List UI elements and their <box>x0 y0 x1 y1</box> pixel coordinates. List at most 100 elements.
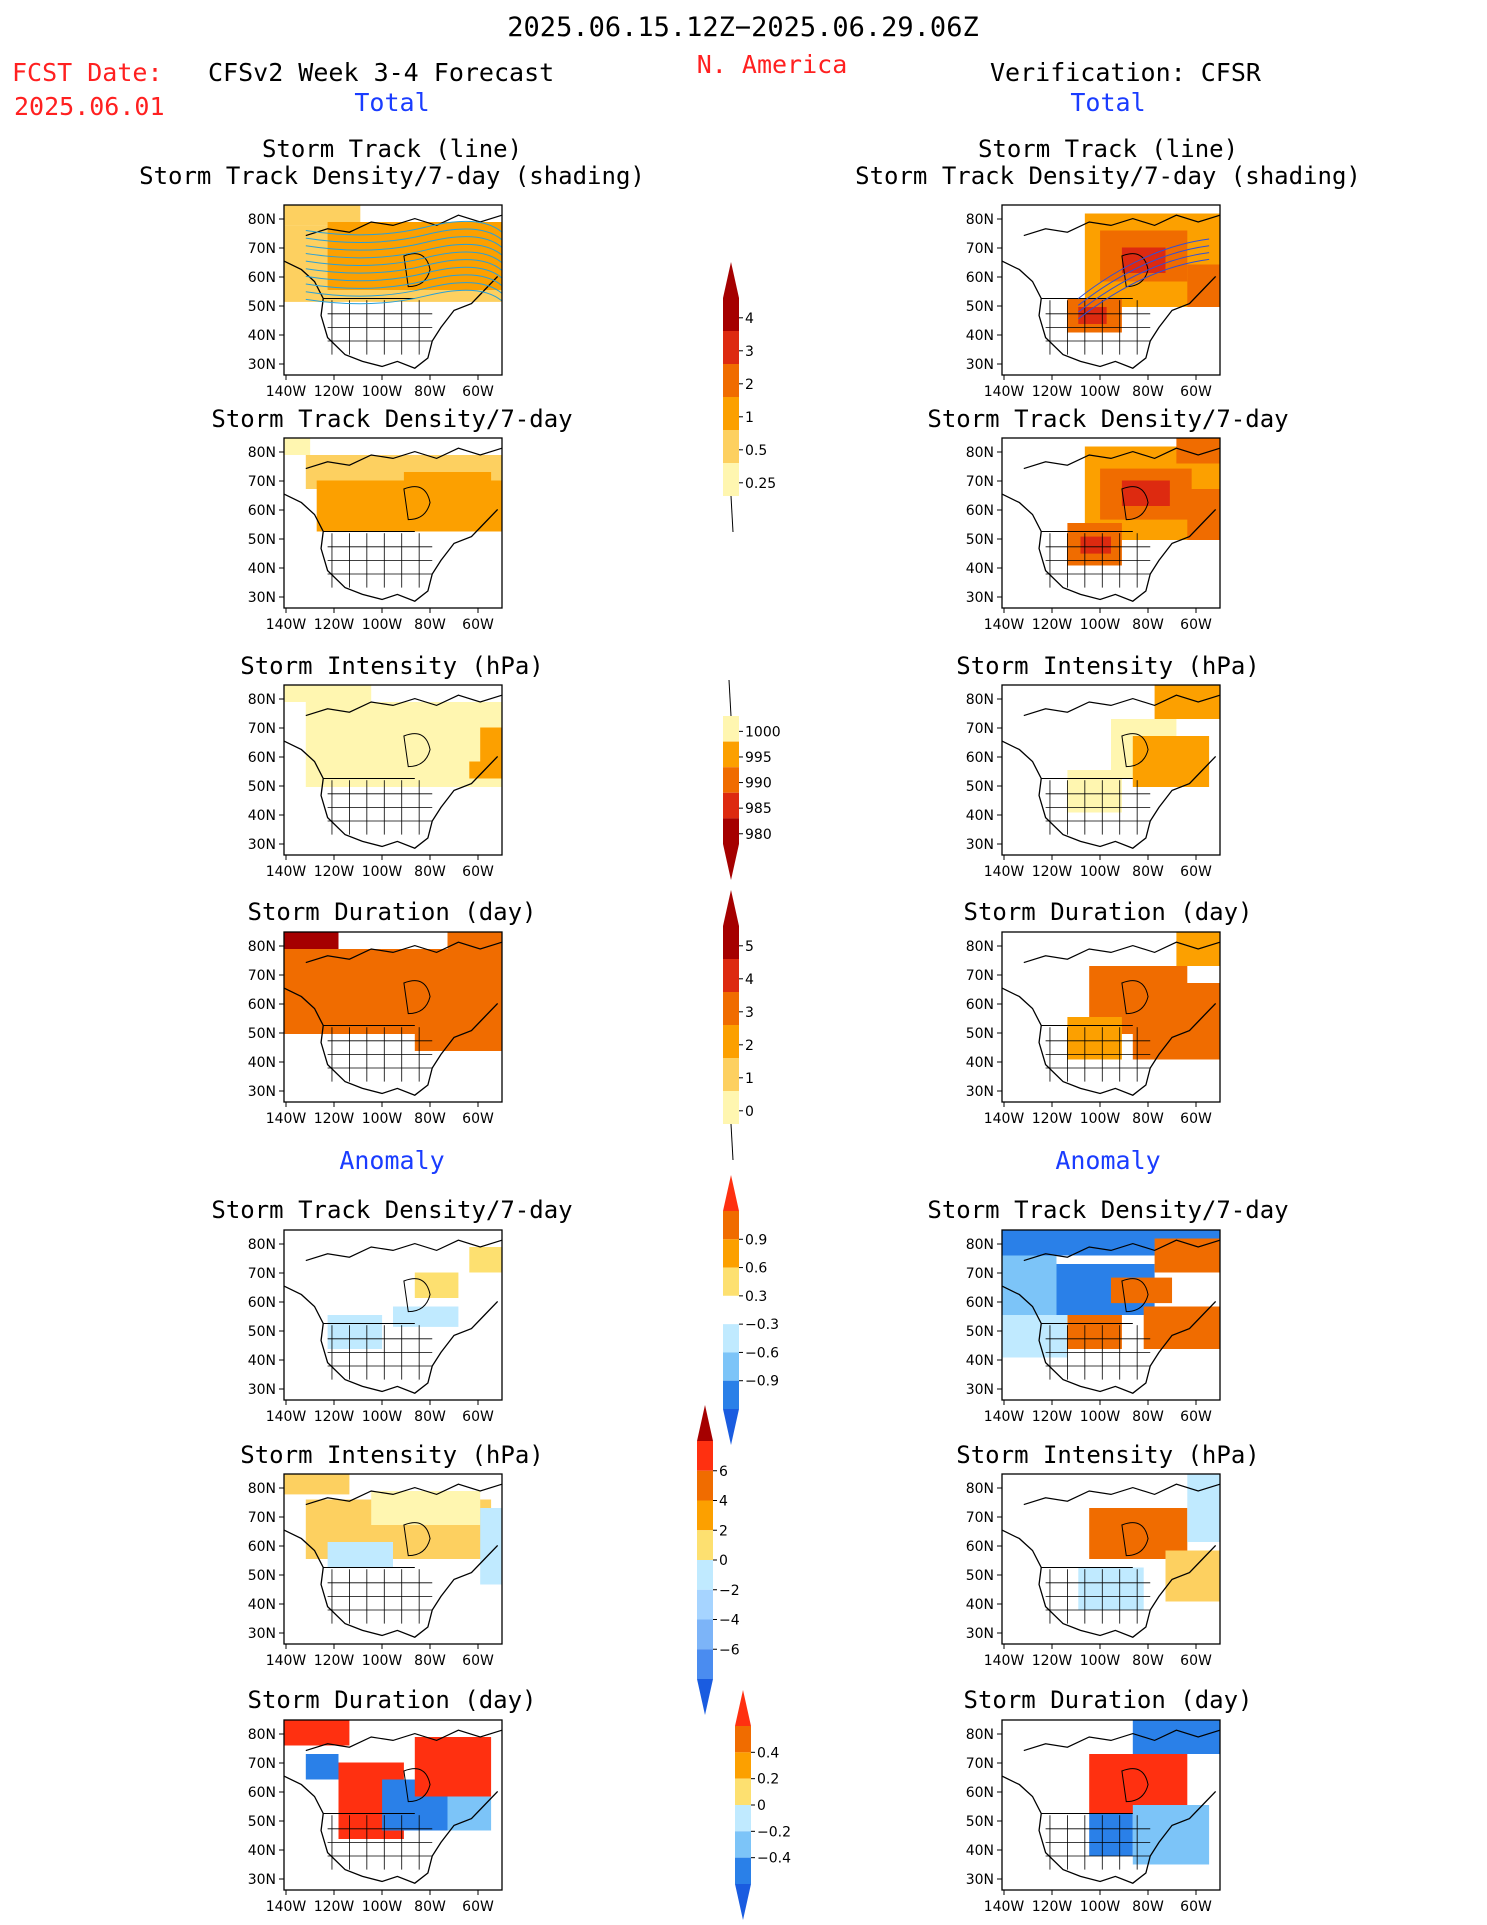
shade-cell <box>327 1315 383 1349</box>
lon-tick-label: 140W <box>984 384 1025 400</box>
panel-title: Storm Track Density/7-day <box>211 405 572 433</box>
lon-tick-label: 80W <box>414 1899 446 1915</box>
hudson-bay <box>403 980 431 1015</box>
colorbar-segment <box>723 364 739 397</box>
lon-tick-label: 140W <box>984 1653 1025 1669</box>
shade-cell <box>414 1737 492 1797</box>
map-panel-l5: 80N 70N 60N 50N 40N 30N 140W 120W 100W 80W 60W <box>248 1473 503 1669</box>
lon-tick-label: 100W <box>1080 1653 1121 1669</box>
lon-tick-label: 120W <box>314 1111 355 1127</box>
lon-tick-label: 60W <box>462 1653 494 1669</box>
lon-tick-label: 120W <box>314 384 355 400</box>
lat-tick-label: 70N <box>248 241 276 257</box>
colorbar-segment <box>723 959 739 992</box>
lat-tick-label: 30N <box>966 357 994 373</box>
lon-tick-label: 100W <box>362 384 403 400</box>
storm-track-line <box>305 289 503 305</box>
section-anomaly-left: Anomaly <box>339 1146 445 1175</box>
date-range-title: 2025.06.15.12Z−2025.06.29.06Z <box>507 12 979 43</box>
storm-track-line <box>305 228 503 244</box>
shade-cell <box>1132 736 1210 787</box>
map-frame <box>283 204 503 376</box>
lat-tick-label: 60N <box>248 1295 276 1311</box>
lon-tick-label: 80W <box>414 384 446 400</box>
panel-title: Storm Intensity (hPa) <box>956 652 1259 680</box>
lat-tick-label: 80N <box>966 1237 994 1253</box>
lon-tick-label: 120W <box>1032 1409 1073 1425</box>
lon-tick-label: 100W <box>362 617 403 633</box>
colorbar-arrow-top <box>723 890 739 926</box>
map-frame <box>283 1719 503 1891</box>
colorbar-segment <box>697 1589 713 1620</box>
map-panel-l1: 80N 70N 60N 50N 40N 30N 140W 120W 100W 80W 60W <box>248 437 503 633</box>
colorbar-segment <box>697 1441 713 1471</box>
lon-tick-label: 140W <box>266 864 307 880</box>
lon-tick-label: 80W <box>414 864 446 880</box>
colorbar-segment <box>723 1295 739 1325</box>
colorbar-label: 980 <box>745 827 772 843</box>
lat-tick-label: 40N <box>966 328 994 344</box>
hudson-bay <box>1121 1522 1149 1557</box>
colorbar-label: 2 <box>745 1038 754 1054</box>
colorbar-segment <box>723 1058 739 1091</box>
lon-tick-label: 120W <box>1032 1653 1073 1669</box>
arctic-coast <box>305 447 503 470</box>
coastline <box>1001 1529 1217 1638</box>
shade-cell <box>1002 1315 1068 1358</box>
arctic-coast <box>1023 941 1221 964</box>
lon-tick-label: 80W <box>1132 617 1164 633</box>
colorbar-segment <box>697 1619 713 1650</box>
map-frame <box>1001 1229 1221 1401</box>
map-frame <box>283 684 503 856</box>
colorbar-segment <box>735 1726 751 1753</box>
hudson-bay <box>403 253 431 288</box>
lat-tick-label: 80N <box>966 939 994 955</box>
coastline <box>283 260 499 369</box>
lat-tick-label: 50N <box>248 1814 276 1830</box>
storm-track-line <box>1077 252 1210 313</box>
lat-tick-label: 50N <box>248 1324 276 1340</box>
lon-tick-label: 80W <box>1132 1111 1164 1127</box>
lon-tick-label: 100W <box>362 1653 403 1669</box>
lon-tick-label: 100W <box>1080 1111 1121 1127</box>
colorbar-label: 0.5 <box>745 443 767 459</box>
lon-tick-label: 120W <box>1032 617 1073 633</box>
colorbar-label: 2 <box>719 1523 728 1539</box>
lon-tick-label: 80W <box>414 617 446 633</box>
lat-tick-label: 60N <box>966 270 994 286</box>
lon-tick-label: 80W <box>1132 384 1164 400</box>
colorbar-label: 4 <box>745 972 754 988</box>
lon-tick-label: 140W <box>984 1899 1025 1915</box>
lon-tick-label: 120W <box>1032 384 1073 400</box>
lat-tick-label: 50N <box>966 1026 994 1042</box>
panel-title: Storm Track (line) <box>262 135 522 163</box>
lat-tick-label: 60N <box>248 997 276 1013</box>
colorbar-label: 0.3 <box>745 1289 767 1305</box>
colorbar-label: −0.3 <box>745 1317 779 1333</box>
colorbar-segment <box>735 1778 751 1805</box>
lat-tick-label: 70N <box>248 1756 276 1772</box>
colorbar-label: −0.9 <box>745 1374 779 1390</box>
shade-cell <box>480 1508 502 1585</box>
colorbar-label: 2 <box>745 377 754 393</box>
storm-track-line <box>305 282 503 297</box>
lon-tick-label: 120W <box>1032 1899 1073 1915</box>
colorbar-label: −0.6 <box>745 1345 779 1361</box>
colorbar-label: 4 <box>745 311 754 327</box>
map-frame <box>283 437 503 609</box>
lat-tick-label: 70N <box>966 1756 994 1772</box>
panel-title: Storm Track (line) <box>978 135 1238 163</box>
fcst-date-label: FCST Date: <box>12 58 163 87</box>
shade-cell <box>284 1474 350 1495</box>
map-frame <box>1001 684 1221 856</box>
shade-cell <box>1132 1805 1210 1865</box>
map-panel-l2: 80N 70N 60N 50N 40N 30N 140W 120W 100W 80W 60W <box>248 684 503 880</box>
hudson-bay <box>403 1278 431 1313</box>
shade-cell <box>284 205 361 226</box>
storm-track-line <box>305 236 503 251</box>
panel-title: Storm Track Density/7-day <box>927 1196 1288 1224</box>
colorbar-arrow-top <box>723 1175 739 1211</box>
colorbar-label: 990 <box>745 776 772 792</box>
colorbar-segment <box>735 1831 751 1858</box>
colorbar-segment <box>723 397 739 430</box>
